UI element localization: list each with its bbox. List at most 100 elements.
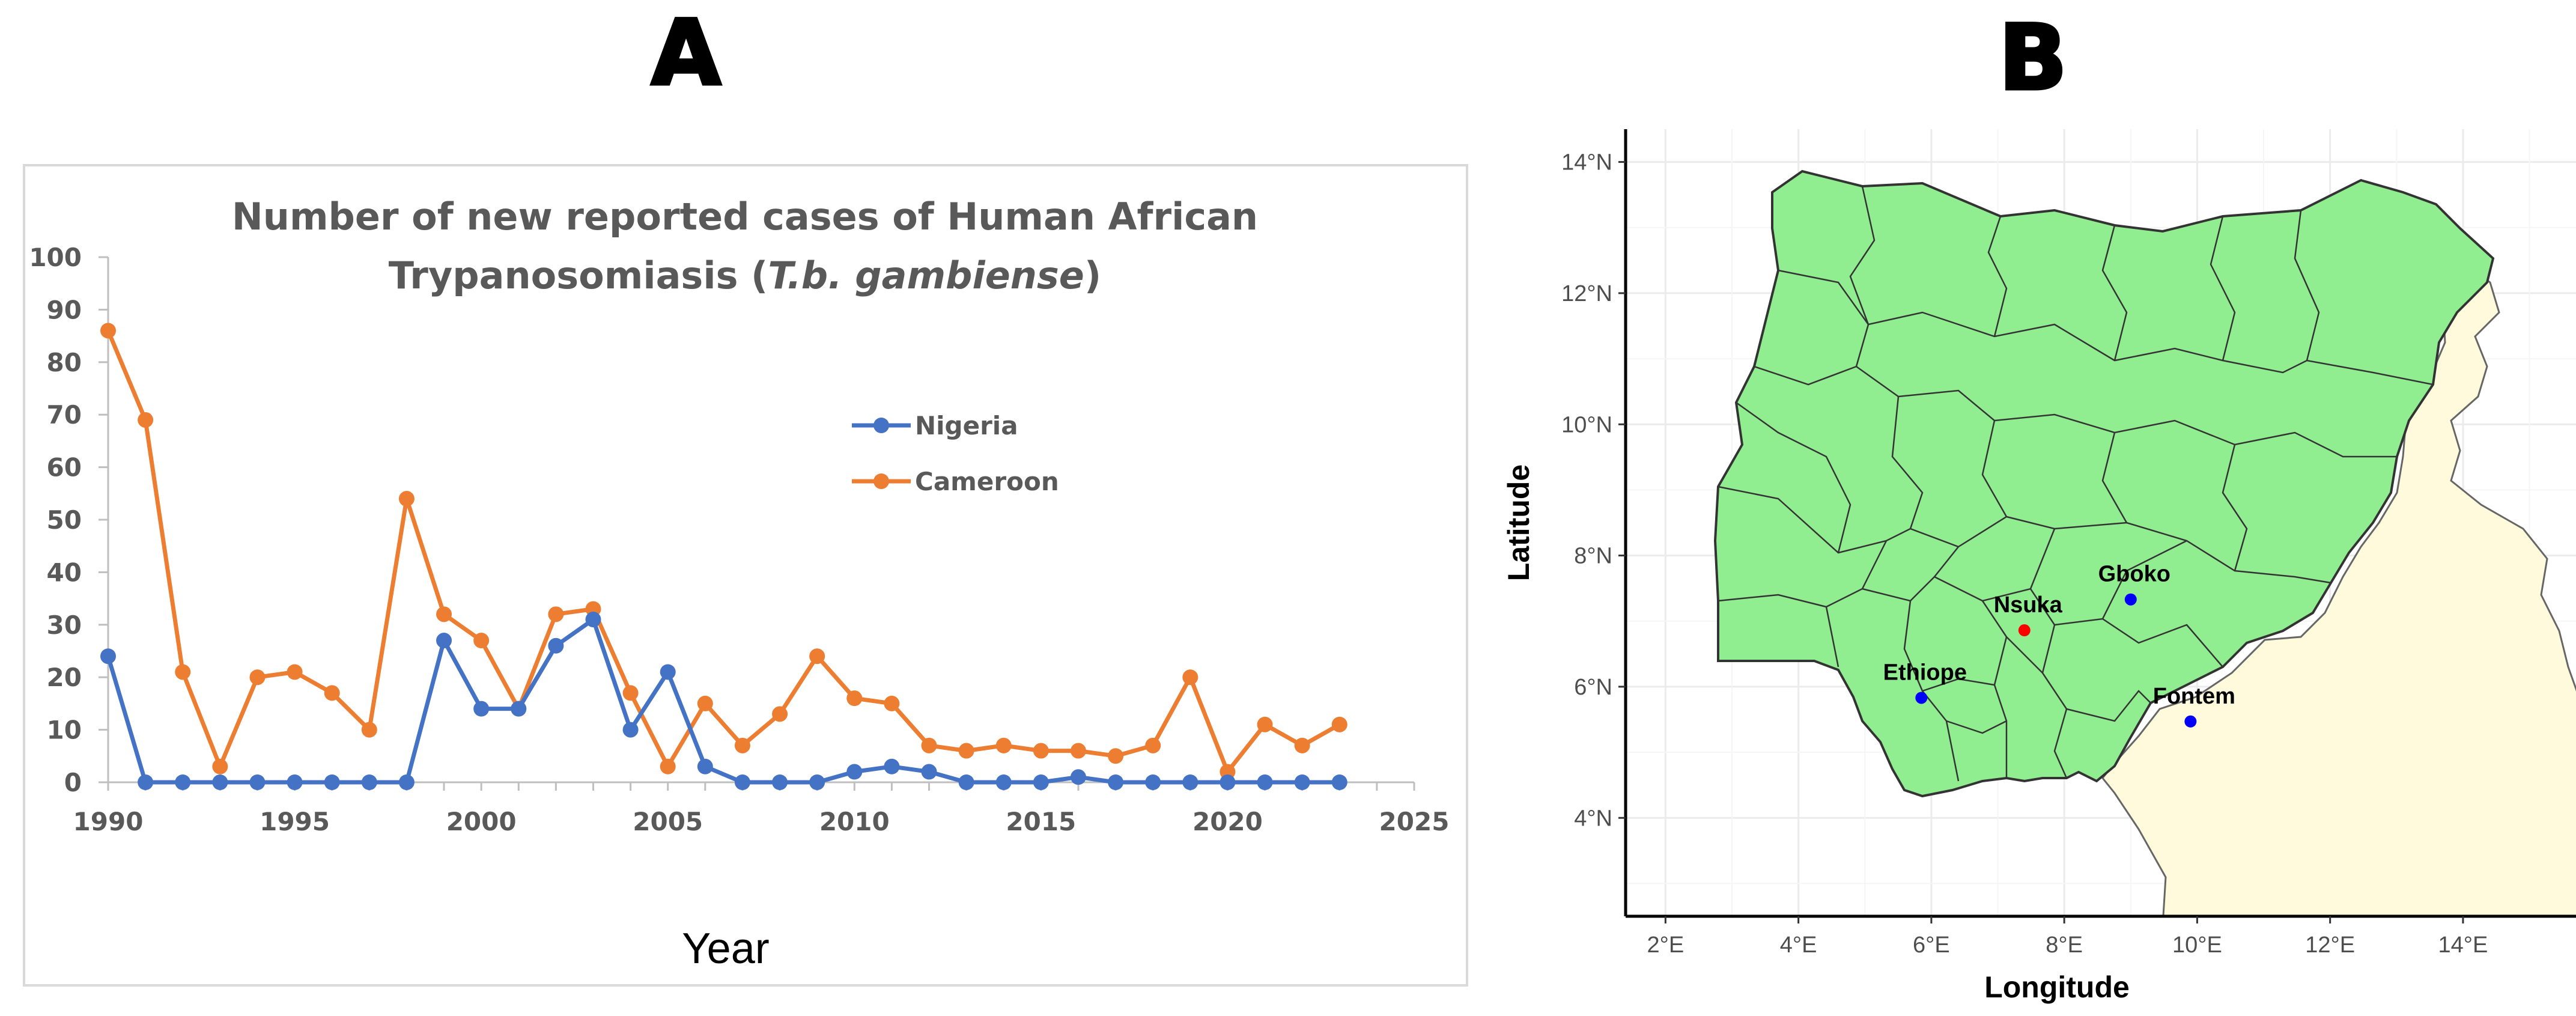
cameroon-point-1990: [100, 323, 116, 339]
map-y-tick-label: 6°N: [1574, 675, 1612, 700]
nigeria-point-2014: [995, 774, 1012, 790]
cameroon-point-2017: [1108, 748, 1124, 764]
chart-title-suffix: ): [1084, 254, 1101, 297]
cameroon-point-2008: [772, 706, 788, 722]
legend-item-nigeria: Nigeria: [852, 411, 1018, 440]
x-tick-label: 2010: [819, 807, 890, 836]
cameroon-point-2014: [995, 737, 1012, 753]
panel-a-letter: A: [651, 1, 721, 106]
cameroon-point-2005: [660, 758, 676, 774]
x-tick-label: 2020: [1192, 807, 1263, 836]
city-label: Ethiope: [1883, 660, 1967, 685]
cameroon-point-2018: [1145, 737, 1161, 753]
cameroon-point-2022: [1294, 737, 1310, 753]
cameroon-point-1994: [249, 669, 266, 686]
map-x-tick-label: 4°E: [1780, 932, 1817, 958]
cameroon-line: [106, 330, 1341, 774]
nigeria-line: [106, 617, 1340, 785]
nigeria-point-1996: [324, 774, 340, 790]
nigeria-point-2019: [1182, 774, 1198, 790]
series-cameroon: [100, 323, 1347, 780]
nigeria-point-1997: [361, 774, 377, 790]
nigeria-point-2005: [660, 664, 676, 680]
nigeria-point-1994: [249, 774, 266, 790]
chart-title-line2: Trypanosomiasis (T.b. gambiense): [389, 254, 1101, 297]
chart-title-italic: T.b. gambiense: [768, 254, 1084, 297]
map-y-tick-label: 8°N: [1574, 544, 1612, 569]
series-nigeria: [100, 612, 1347, 790]
y-tick-label: 60: [47, 453, 82, 482]
y-tick-label: 20: [47, 663, 82, 692]
city-ethiope: Ethiope: [1883, 660, 1967, 704]
map-y-axis-title: Latitude: [1502, 464, 1536, 581]
city-gboko: Gboko: [2098, 562, 2170, 606]
cameroon-point-2016: [1070, 743, 1086, 759]
city-nsuka: Nsuka: [1994, 592, 2063, 637]
x-tick-label: 2005: [633, 807, 703, 836]
cameroon-point-2019: [1182, 669, 1198, 686]
cameroon-point-1996: [324, 685, 340, 701]
panel-a: A Number of new reported cases of Human …: [23, 0, 1468, 987]
map-y-tick-label: 12°N: [1561, 281, 1612, 306]
nigeria-point-2016: [1070, 769, 1086, 785]
legend-label: Nigeria: [915, 411, 1018, 440]
nigeria-point-2002: [548, 637, 564, 654]
city-marker: [2124, 593, 2137, 606]
nigeria-point-2007: [734, 774, 750, 790]
nigeria-point-2004: [622, 722, 639, 738]
map-y-tick-label: 14°N: [1561, 150, 1612, 175]
map-x-tick-label: 2°E: [1647, 932, 1684, 958]
nigeria-point-2011: [884, 758, 900, 774]
nigeria-point-1995: [287, 774, 303, 790]
legend-swatch-marker: [873, 418, 889, 433]
city-label: Nsuka: [1994, 592, 2063, 618]
cameroon-point-2000: [473, 633, 490, 649]
cameroon-point-1992: [175, 664, 191, 680]
nigeria-point-2006: [697, 758, 713, 774]
nigeria-point-2021: [1257, 774, 1273, 790]
nigeria-point-2008: [772, 774, 788, 790]
nigeria-point-2020: [1220, 774, 1236, 790]
map-axes: 2°E 4°E 6°E 8°E 10°E 12°E 14°E 4°N 6°N 8°N 10°N 12°…: [1561, 129, 2576, 958]
city-marker: [2018, 624, 2031, 637]
cameroon-point-2009: [809, 648, 825, 665]
cameroon-point-2011: [884, 695, 900, 711]
y-tick-label: 40: [47, 558, 82, 587]
y-tick-label: 30: [47, 610, 82, 640]
map-x-tick-label: 6°E: [1913, 932, 1950, 958]
cameroon-point-1991: [138, 412, 154, 428]
x-tick-label: 1995: [260, 807, 330, 836]
y-tick-label: 100: [29, 243, 82, 272]
legend-label: Cameroon: [915, 467, 1059, 496]
city-marker: [1915, 692, 1928, 704]
cameroon-point-2010: [846, 690, 863, 707]
nigeria-point-2017: [1108, 774, 1124, 790]
x-tick-label: 2025: [1379, 807, 1450, 836]
y-tick-label: 90: [47, 295, 82, 324]
chart-a-frame: [23, 164, 1468, 987]
cameroon-point-1998: [398, 491, 415, 507]
map-x-tick-label: 10°E: [2172, 932, 2222, 958]
nigeria-point-2022: [1294, 774, 1310, 790]
nigeria-point-1990: [100, 648, 116, 665]
nigeria-point-2001: [511, 701, 527, 717]
cameroon-point-1995: [287, 664, 303, 680]
y-tick-label: 10: [47, 716, 82, 745]
chart-title-line1: Number of new reported cases of Human Af…: [232, 195, 1258, 239]
city-label: Fontem: [2153, 684, 2235, 709]
cameroon-point-1999: [436, 606, 452, 622]
chart-title-prefix: Trypanosomiasis (: [389, 254, 768, 297]
panel-b-letter: B: [1999, 6, 2067, 111]
panel-b: B: [1502, 5, 2576, 1004]
nigeria-point-2013: [958, 774, 974, 790]
legend-swatch-marker: [873, 473, 889, 489]
cameroon-point-2007: [734, 737, 750, 753]
map-x-tick-label: 12°E: [2305, 932, 2355, 958]
x-tick-label: 2015: [1006, 807, 1076, 836]
nigeria-point-2000: [473, 701, 490, 717]
x-tick-label: 1990: [73, 807, 144, 836]
map-regions: [1713, 169, 2576, 916]
cameroon-point-2023: [1331, 716, 1347, 732]
state-borders: [1718, 186, 2434, 782]
